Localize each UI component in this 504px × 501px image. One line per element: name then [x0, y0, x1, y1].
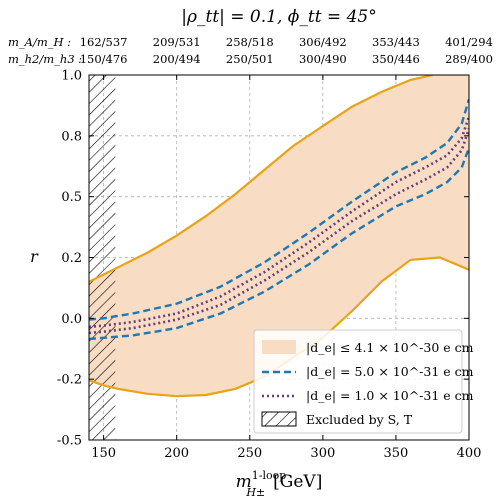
x-axis-label-unit: [GeV] — [273, 472, 322, 492]
top-axis-row2-value: 350/446 — [372, 52, 420, 66]
top-axis-row2-value: 300/490 — [299, 52, 347, 66]
series-dotted-lower-line — [89, 128, 469, 335]
legend-label-band: |d_e| ≤ 4.1 × 10^-30 e cm — [306, 340, 474, 355]
chart-title: |ρ_tt| = 0.1, ϕ_tt = 45° — [181, 7, 376, 27]
legend: |d_e| ≤ 4.1 × 10^-30 e cm |d_e| = 5.0 × … — [253, 329, 474, 434]
legend-label-hatch: Excluded by S, T — [306, 412, 413, 427]
top-axis-row2-value: 200/494 — [153, 52, 201, 66]
top-axis-row2-value: 150/476 — [80, 52, 128, 66]
x-tick-label: 400 — [457, 446, 482, 461]
y-tick-label: -0.5 — [57, 434, 82, 449]
x-tick-label: 250 — [237, 446, 262, 461]
y-axis-label: r — [30, 247, 39, 266]
legend-swatch-band — [262, 340, 296, 354]
y-tick-label: -0.2 — [57, 373, 82, 388]
top-axis-values: 162/537 150/476 209/531 200/494 258/518 250/5… — [80, 35, 493, 66]
legend-label-dashed: |d_e| = 5.0 × 10^-31 e cm — [306, 364, 474, 379]
top-axis-row2-value: 250/501 — [226, 52, 274, 66]
series-dashed-lower-line — [89, 147, 469, 341]
top-axis-row1-label: m_A/m_H : — [8, 35, 71, 49]
x-tick-label: 350 — [384, 446, 409, 461]
series-lines — [89, 98, 469, 341]
legend-box — [253, 329, 463, 434]
top-axis-row2-label: m_h2/m_h3 : — [8, 52, 82, 66]
series-dashed-upper-line — [89, 98, 469, 321]
y-tick-label: 0.0 — [61, 312, 82, 327]
x-axis-label-sup: 1-loop — [252, 469, 287, 482]
top-axis-row1-value: 162/537 — [80, 35, 128, 49]
legend-swatch-hatch — [261, 411, 297, 427]
legend-label-dotted: |d_e| = 1.0 × 10^-31 e cm — [306, 388, 474, 403]
x-tick-label: 300 — [310, 446, 335, 461]
top-axis-row1-value: 209/531 — [153, 35, 201, 49]
y-tick-label: 0.5 — [61, 190, 82, 205]
top-axis-row1-value: 401/294 — [445, 35, 493, 49]
top-axis-row1-value: 258/518 — [226, 35, 274, 49]
y-tick-label: 1.0 — [61, 69, 82, 84]
top-axis-row1-value: 353/443 — [372, 35, 420, 49]
top-axis-row2-value: 289/400 — [445, 52, 493, 66]
band-upper-boundary — [89, 75, 433, 283]
x-tick-label: 150 — [91, 446, 116, 461]
y-tick-label: 0.8 — [61, 129, 82, 144]
x-axis-label-main: m — [236, 472, 252, 492]
x-axis-label: m1-loop H± [GeV] — [236, 469, 323, 499]
y-tick-label: 0.2 — [61, 251, 82, 266]
top-axis-row1-value: 306/492 — [299, 35, 347, 49]
axis-ticks: 150 200 250 300 350 400 -0.5 -0.2 0.0 0.2 0.5 0.8 1.… — [57, 69, 481, 462]
x-axis-label-sub: H± — [245, 486, 265, 499]
x-tick-label: 200 — [164, 446, 189, 461]
